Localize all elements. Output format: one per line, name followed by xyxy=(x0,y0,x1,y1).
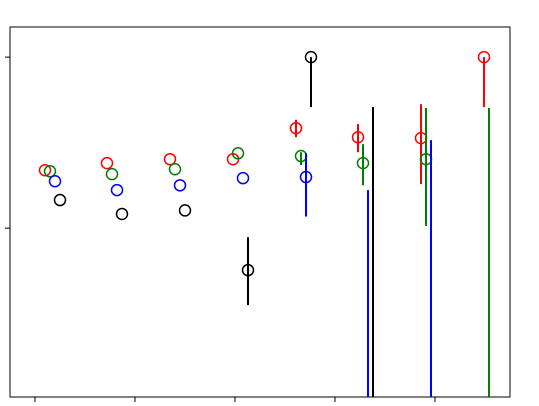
marker xyxy=(477,50,491,64)
marker xyxy=(110,183,124,197)
marker xyxy=(241,263,255,277)
marker xyxy=(351,131,365,144)
marker xyxy=(163,152,177,166)
marker xyxy=(289,121,303,135)
marker xyxy=(105,167,119,181)
marker xyxy=(48,175,62,188)
marker xyxy=(304,50,318,64)
marker xyxy=(53,193,67,207)
marker xyxy=(115,207,129,221)
marker xyxy=(231,147,245,160)
marker xyxy=(236,171,250,185)
marker xyxy=(43,165,57,178)
marker xyxy=(299,170,313,184)
marker xyxy=(38,164,52,177)
marker xyxy=(178,204,192,217)
marker xyxy=(173,179,187,192)
axes-frame xyxy=(9,26,511,398)
marker xyxy=(356,156,370,170)
marker xyxy=(100,156,114,170)
marker xyxy=(168,163,182,176)
